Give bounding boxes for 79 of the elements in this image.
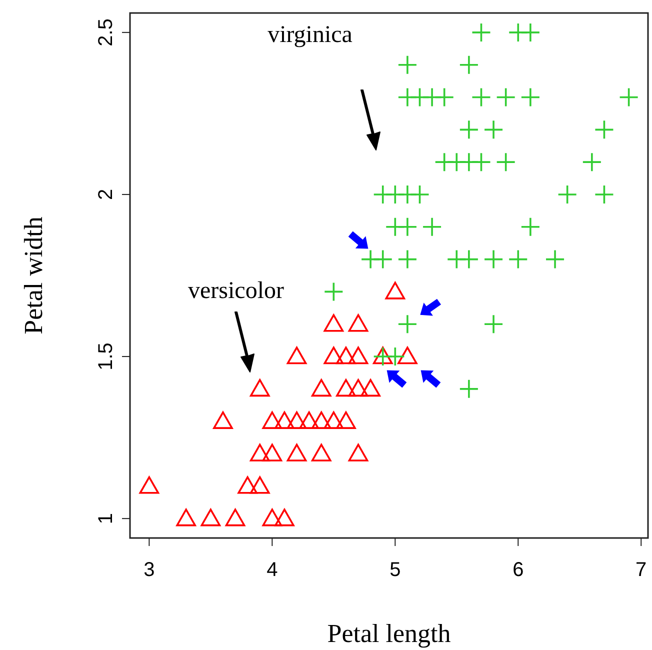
annotation: virginica xyxy=(268,22,353,48)
point xyxy=(484,249,504,270)
point xyxy=(286,346,307,364)
point xyxy=(225,508,246,526)
point xyxy=(139,476,160,494)
x-tick-label: 6 xyxy=(512,559,524,581)
point xyxy=(372,249,393,270)
y-tick-label: 1 xyxy=(95,512,117,524)
point xyxy=(398,54,418,75)
point xyxy=(360,379,380,397)
x-tick-label: 4 xyxy=(266,559,278,581)
point xyxy=(176,508,196,526)
point xyxy=(274,508,294,526)
point xyxy=(398,346,418,364)
point xyxy=(385,282,406,300)
point xyxy=(520,216,540,237)
x-tick-label: 7 xyxy=(636,559,647,581)
point xyxy=(398,249,418,270)
point xyxy=(459,249,479,270)
point xyxy=(471,87,492,108)
point xyxy=(262,444,282,462)
point xyxy=(213,411,233,429)
point xyxy=(459,120,479,140)
point xyxy=(262,508,282,526)
point xyxy=(398,314,418,334)
point xyxy=(618,87,639,108)
point xyxy=(348,379,368,397)
point xyxy=(348,346,368,364)
point xyxy=(471,152,492,172)
point xyxy=(557,184,578,204)
point xyxy=(496,152,516,172)
point xyxy=(324,314,344,332)
point xyxy=(434,87,454,108)
point xyxy=(348,314,368,332)
point xyxy=(459,379,479,399)
point xyxy=(262,411,282,429)
point xyxy=(336,346,356,364)
point xyxy=(274,411,294,429)
point xyxy=(545,249,565,270)
point xyxy=(311,444,332,462)
point xyxy=(324,411,344,429)
y-tick-label: 2 xyxy=(95,188,117,200)
point xyxy=(286,411,307,429)
point xyxy=(471,22,492,42)
point xyxy=(324,282,344,302)
point xyxy=(250,476,270,494)
x-tick-label: 3 xyxy=(144,559,155,581)
point xyxy=(200,508,221,526)
point xyxy=(348,444,368,462)
point xyxy=(484,120,504,140)
point xyxy=(594,184,614,204)
point xyxy=(250,444,270,462)
point xyxy=(336,411,356,429)
point xyxy=(286,444,307,462)
y-tick-label: 1.5 xyxy=(95,342,117,370)
point xyxy=(385,346,406,366)
y-tick-label: 2.5 xyxy=(95,18,117,46)
point xyxy=(582,152,602,172)
point xyxy=(520,87,540,108)
point xyxy=(250,379,270,397)
point xyxy=(299,411,319,429)
point xyxy=(459,54,479,75)
point xyxy=(311,379,332,397)
point xyxy=(398,216,418,237)
point xyxy=(520,22,540,42)
point xyxy=(336,379,356,397)
point xyxy=(422,216,442,237)
point xyxy=(410,184,430,204)
point xyxy=(238,476,258,494)
annotation: versicolor xyxy=(188,278,284,304)
point xyxy=(508,249,528,270)
point xyxy=(594,120,614,140)
point xyxy=(311,411,332,429)
y-axis-title: Petal width xyxy=(19,216,48,334)
x-axis-title: Petal length xyxy=(327,619,451,648)
point xyxy=(496,87,516,108)
point xyxy=(484,314,504,334)
x-tick-label: 5 xyxy=(390,559,401,581)
point xyxy=(324,346,344,364)
